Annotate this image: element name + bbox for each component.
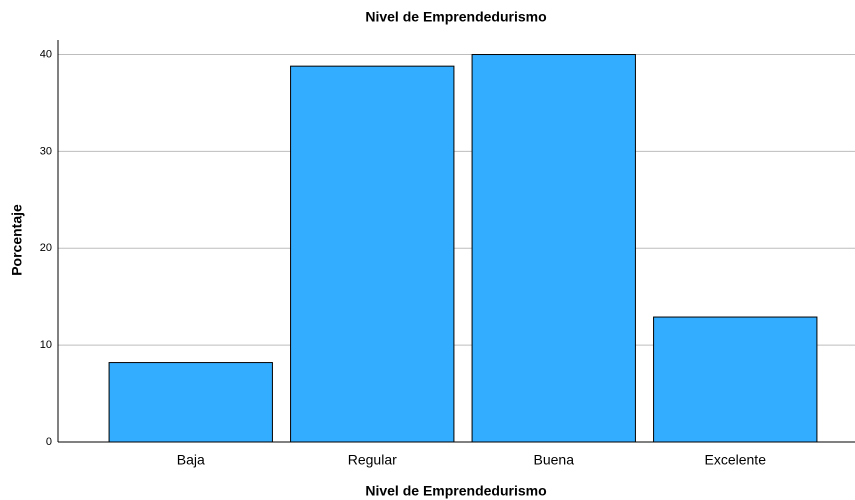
y-tick-label: 20 [40, 242, 52, 254]
bar [471, 54, 636, 443]
bar [290, 65, 455, 443]
y-tick-label: 0 [46, 436, 52, 448]
chart-title: Nivel de Emprendedurismo [365, 9, 546, 25]
y-axis-title: Porcentaje [9, 204, 25, 276]
x-tick-label: Buena [534, 452, 575, 468]
x-tick-label: Excelente [705, 452, 767, 468]
x-tick-label: Baja [177, 452, 205, 468]
y-tick-label: 30 [40, 145, 52, 157]
bar [653, 316, 818, 443]
bar [108, 362, 273, 443]
x-axis-title: Nivel de Emprendedurismo [365, 483, 546, 499]
x-tick-label: Regular [348, 452, 397, 468]
y-tick-label: 10 [40, 339, 52, 351]
y-tick-label: 40 [40, 48, 52, 60]
